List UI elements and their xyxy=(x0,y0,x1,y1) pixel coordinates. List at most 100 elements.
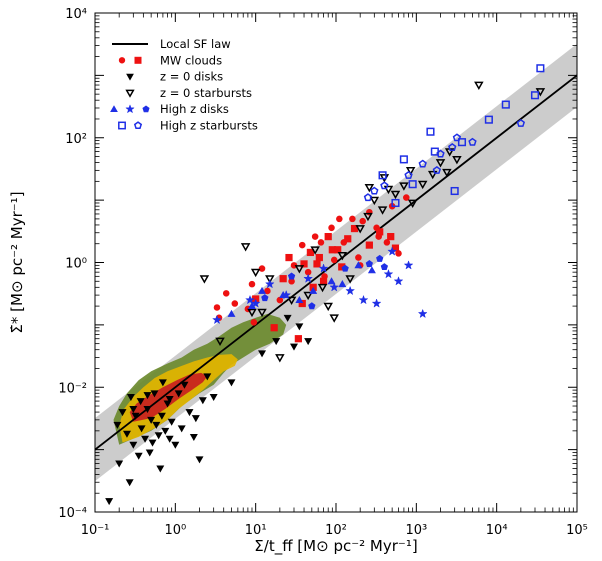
data-point-shape xyxy=(154,432,163,440)
data-point-shape xyxy=(171,441,180,449)
data-point-shape xyxy=(148,439,157,447)
data-point-shape xyxy=(258,265,266,272)
legend-item: High z disks xyxy=(110,102,229,116)
data-point xyxy=(399,182,409,191)
legend-marker-shape xyxy=(110,105,118,113)
legend-marker-shape xyxy=(125,104,135,114)
data-point xyxy=(391,198,400,208)
data-point xyxy=(285,253,293,262)
data-point xyxy=(248,280,256,288)
data-point-shape xyxy=(369,196,380,206)
data-point-shape xyxy=(264,278,275,289)
data-point xyxy=(195,456,204,464)
data-point-shape xyxy=(311,233,319,240)
data-point xyxy=(105,498,114,506)
data-point-shape xyxy=(341,264,349,272)
data-point xyxy=(376,254,384,262)
data-point-shape xyxy=(303,291,313,301)
data-point-shape xyxy=(115,460,124,468)
data-point xyxy=(257,308,267,318)
data-point xyxy=(308,302,316,310)
data-point xyxy=(323,302,333,312)
data-point xyxy=(136,398,145,406)
data-point xyxy=(295,323,304,331)
data-point-shape xyxy=(365,241,373,249)
data-point-shape xyxy=(105,498,114,506)
data-point-shape xyxy=(270,324,278,332)
data-point-shape xyxy=(129,441,138,449)
data-point-shape xyxy=(327,277,336,285)
data-point xyxy=(442,168,452,178)
legend-item: High z starbursts xyxy=(118,119,258,133)
data-point-shape xyxy=(448,143,457,151)
y-tick-label: 10⁻² xyxy=(58,381,87,396)
data-point xyxy=(315,253,323,262)
data-point-shape xyxy=(177,425,186,433)
legend-label: z = 0 starbursts xyxy=(160,86,252,100)
series-high-z-disks-filled-pentagon xyxy=(261,254,389,310)
data-point xyxy=(258,286,267,294)
data-point-shape xyxy=(279,275,287,283)
data-point xyxy=(306,248,314,257)
legend-label: Local SF law xyxy=(160,37,231,51)
data-point xyxy=(203,373,212,381)
data-point xyxy=(324,233,332,241)
data-point xyxy=(290,343,298,351)
data-point xyxy=(163,400,172,408)
data-point-shape xyxy=(303,273,314,283)
data-point-shape xyxy=(363,212,373,222)
legend-label: High z starbursts xyxy=(160,119,258,133)
legend-label: MW clouds xyxy=(160,53,222,67)
data-point xyxy=(327,277,336,285)
data-point-shape xyxy=(118,409,127,417)
legend-marker-shape xyxy=(133,121,143,129)
data-point-shape xyxy=(390,190,401,200)
data-point xyxy=(137,425,146,433)
data-point xyxy=(452,133,462,142)
data-point-shape xyxy=(295,295,304,303)
data-point-shape xyxy=(383,185,394,195)
data-point xyxy=(474,81,484,91)
data-point xyxy=(387,246,398,256)
data-point-shape xyxy=(383,239,391,246)
legend-marker-shape xyxy=(125,89,135,98)
data-point xyxy=(319,277,328,285)
data-point xyxy=(213,304,221,311)
x-tick-label: 10⁻¹ xyxy=(81,523,110,538)
data-point xyxy=(180,381,189,389)
data-point xyxy=(516,118,526,127)
data-point xyxy=(457,138,467,147)
data-point xyxy=(157,412,166,420)
series-z-0-starbursts-open-down-triangle xyxy=(199,81,546,363)
data-point-shape xyxy=(349,215,356,223)
data-point-shape xyxy=(380,181,389,190)
data-point xyxy=(403,194,410,201)
data-point-shape xyxy=(452,155,462,165)
data-point xyxy=(304,338,313,346)
series-high-z-starbursts-open-pentagon xyxy=(363,118,526,202)
legend-marker xyxy=(126,73,134,81)
data-point-shape xyxy=(391,198,400,208)
series-high-z-disks-filled-triangle xyxy=(227,261,376,317)
data-point xyxy=(393,276,404,286)
data-point-shape xyxy=(393,276,404,286)
legend-item: z = 0 starbursts xyxy=(125,86,252,100)
data-point xyxy=(250,268,261,278)
data-point xyxy=(258,350,267,358)
data-point xyxy=(318,263,329,273)
data-point xyxy=(328,224,335,232)
data-point-shape xyxy=(310,246,320,255)
data-point-shape xyxy=(355,225,365,234)
data-point-shape xyxy=(199,275,210,284)
data-point-shape xyxy=(468,137,477,146)
data-point-shape xyxy=(364,184,375,193)
data-point xyxy=(303,291,313,301)
data-point-shape xyxy=(122,430,131,438)
data-point-shape xyxy=(336,215,343,223)
data-point-shape xyxy=(328,224,335,232)
data-point xyxy=(125,479,134,487)
data-point xyxy=(363,193,373,202)
data-point-shape xyxy=(247,308,257,318)
data-point-shape xyxy=(295,323,304,331)
data-point xyxy=(435,159,446,168)
